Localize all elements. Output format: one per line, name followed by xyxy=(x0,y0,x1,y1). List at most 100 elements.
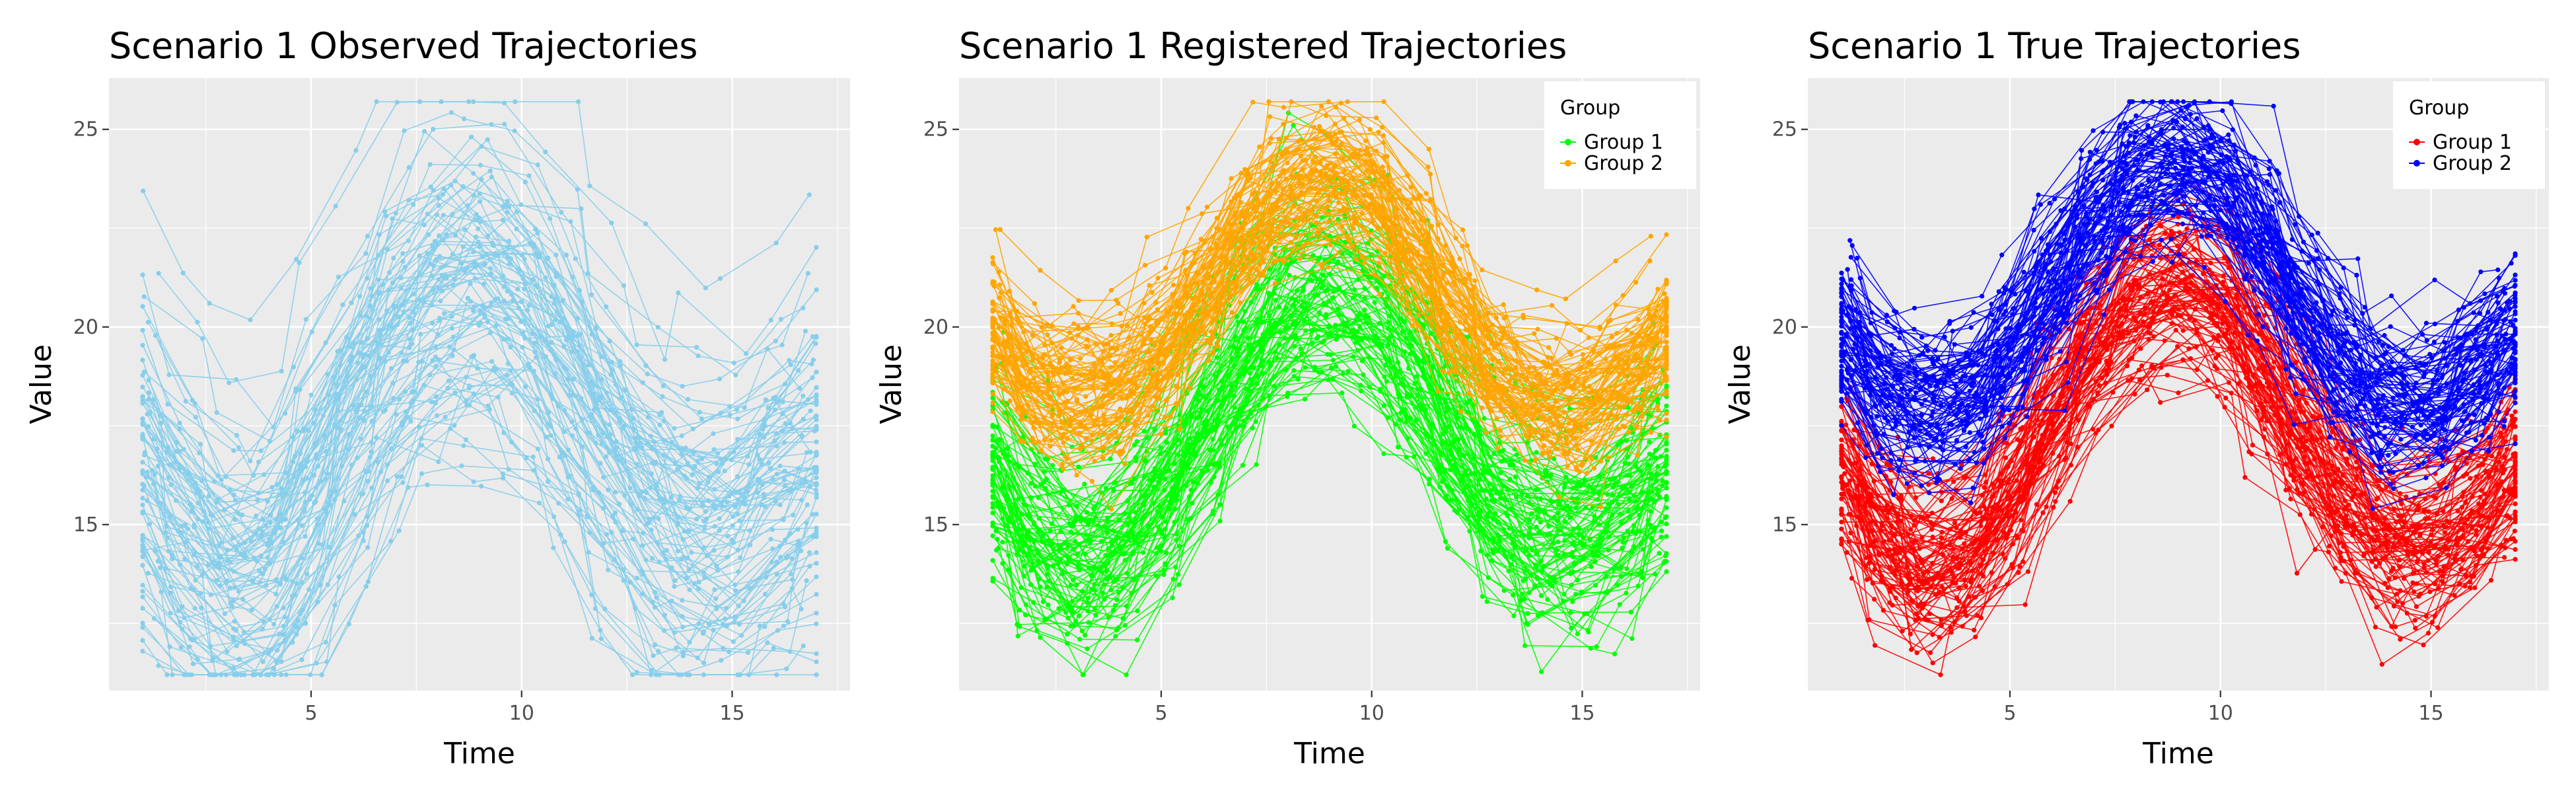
data-point xyxy=(997,459,1002,465)
data-point xyxy=(1624,566,1629,572)
data-point xyxy=(1314,220,1319,225)
data-point xyxy=(399,474,404,480)
data-point xyxy=(140,416,145,422)
data-point xyxy=(219,477,224,482)
data-point xyxy=(1664,363,1669,368)
data-point xyxy=(310,493,315,498)
data-point xyxy=(1318,160,1323,165)
x-axis-title: Time xyxy=(443,737,515,771)
data-point xyxy=(140,582,145,588)
data-point xyxy=(1394,266,1400,271)
x-tick-label: 10 xyxy=(509,702,534,725)
data-point xyxy=(1193,352,1198,357)
data-point xyxy=(409,389,415,395)
data-point xyxy=(1657,550,1662,556)
data-point xyxy=(515,286,520,292)
data-point xyxy=(1267,114,1273,120)
data-point xyxy=(545,478,551,484)
data-point xyxy=(556,404,561,409)
data-point xyxy=(1241,418,1246,424)
data-point xyxy=(217,543,222,548)
data-point xyxy=(1664,339,1669,344)
data-point xyxy=(1109,507,1114,512)
data-point xyxy=(334,424,340,430)
data-point xyxy=(1091,406,1096,412)
data-point xyxy=(735,437,740,442)
data-point xyxy=(140,533,145,538)
data-point xyxy=(1522,458,1528,463)
data-point xyxy=(814,453,819,458)
data-point xyxy=(1217,387,1222,393)
y-tick-label: 25 xyxy=(73,118,98,141)
data-point xyxy=(1124,672,1129,677)
data-point xyxy=(768,317,773,322)
data-point xyxy=(205,562,211,568)
data-point xyxy=(703,509,708,514)
data-point xyxy=(814,439,819,445)
data-point xyxy=(236,657,242,662)
data-point xyxy=(990,330,995,335)
data-point xyxy=(1363,138,1369,143)
data-point xyxy=(649,672,654,677)
data-point xyxy=(645,371,650,377)
data-point xyxy=(1460,227,1466,233)
data-point xyxy=(810,334,815,339)
data-point xyxy=(789,585,795,591)
data-point xyxy=(400,422,406,428)
data-point xyxy=(507,239,512,244)
data-point xyxy=(394,412,399,418)
data-point xyxy=(1406,248,1412,254)
data-point xyxy=(729,457,734,463)
data-point xyxy=(1015,633,1020,639)
data-point xyxy=(1626,430,1631,435)
data-point xyxy=(1533,457,1538,463)
data-point xyxy=(254,513,259,519)
data-point xyxy=(634,669,639,675)
data-point xyxy=(1284,324,1289,329)
data-point xyxy=(505,255,511,260)
data-point xyxy=(1085,600,1090,605)
data-point xyxy=(1386,224,1391,229)
data-point xyxy=(249,539,254,545)
data-point xyxy=(1659,535,1664,540)
data-point xyxy=(1614,330,1620,336)
data-point xyxy=(2513,409,2518,414)
data-point xyxy=(1635,317,1641,322)
data-point xyxy=(990,400,995,406)
data-point xyxy=(1582,385,1587,391)
data-point xyxy=(1153,299,1159,305)
data-point xyxy=(382,209,388,214)
data-point xyxy=(1556,435,1561,441)
data-point xyxy=(991,280,997,285)
data-point xyxy=(1405,231,1411,236)
data-point xyxy=(146,397,151,402)
data-point xyxy=(1613,302,1619,308)
data-point xyxy=(1293,223,1298,229)
data-point xyxy=(303,490,308,495)
data-point xyxy=(766,405,771,411)
data-point xyxy=(733,588,738,593)
data-point xyxy=(1533,562,1538,568)
data-point xyxy=(1353,256,1359,262)
data-point xyxy=(990,437,995,443)
data-point xyxy=(290,640,295,645)
data-point xyxy=(649,527,654,533)
data-point xyxy=(1254,462,1259,467)
data-point xyxy=(1042,352,1047,357)
data-point xyxy=(1089,412,1094,417)
data-point xyxy=(297,387,303,393)
data-point xyxy=(389,366,394,371)
data-point xyxy=(1208,329,1213,334)
data-point xyxy=(781,623,787,628)
data-point xyxy=(262,566,268,572)
data-point xyxy=(140,638,145,643)
data-point xyxy=(419,443,425,448)
data-point xyxy=(460,184,466,189)
data-point xyxy=(140,554,145,560)
data-point xyxy=(783,421,788,426)
data-point xyxy=(1561,591,1567,597)
data-point xyxy=(436,203,442,208)
data-point xyxy=(812,428,817,434)
data-point xyxy=(294,256,299,262)
data-point xyxy=(990,300,995,305)
